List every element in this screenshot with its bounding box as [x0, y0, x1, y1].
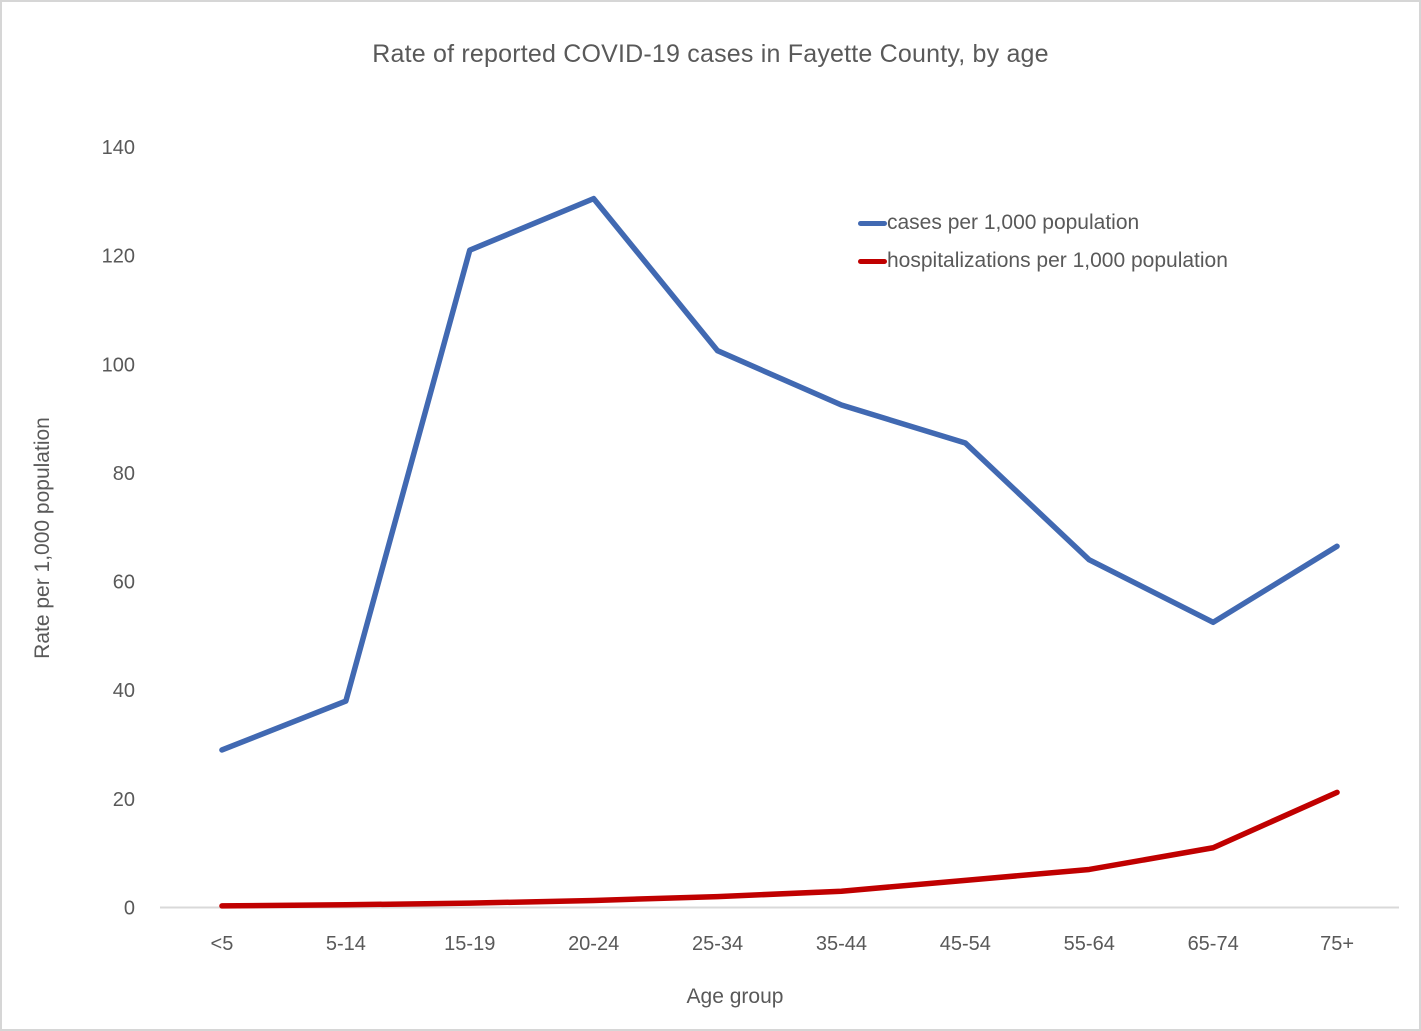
cases-line — [219, 195, 1340, 753]
legend-label-hospitalizations: hospitalizations per 1,000 population — [887, 249, 1228, 272]
y-tick-label: 0 — [124, 898, 135, 920]
legend-item-hospitalizations: hospitalizations per 1,000 population — [858, 247, 1228, 275]
y-tick-label: 120 — [102, 246, 135, 268]
x-category-label: 55-64 — [1064, 933, 1115, 955]
x-axis-title: Age group — [686, 985, 784, 1008]
x-category-label: 25-34 — [692, 933, 743, 955]
y-tick-label: 20 — [113, 789, 135, 811]
y-axis-title: Rate per 1,000 population — [31, 417, 54, 659]
x-category-label: 20-24 — [568, 933, 619, 955]
y-tick-label: 60 — [113, 572, 135, 594]
x-category-label: 65-74 — [1188, 933, 1239, 955]
y-tick-label: 80 — [113, 463, 135, 485]
legend-label-cases: cases per 1,000 population — [887, 211, 1140, 234]
chart-title: Rate of reported COVID-19 cases in Fayet… — [372, 40, 1049, 68]
x-category-label: 5-14 — [326, 933, 366, 955]
legend-item-cases: cases per 1,000 population — [858, 209, 1228, 237]
hospitalizations-line-marker — [858, 258, 887, 264]
x-category-label: 35-44 — [816, 933, 867, 955]
x-category-label: <5 — [211, 933, 234, 955]
y-tick-label: 40 — [113, 680, 135, 702]
y-tick-label: 100 — [102, 354, 135, 376]
legend: cases per 1,000 population hospitalizati… — [858, 209, 1228, 285]
y-tick-label: 140 — [102, 137, 135, 159]
x-category-label: 45-54 — [940, 933, 991, 955]
x-category-label: 75+ — [1320, 933, 1354, 955]
cases-line-marker — [858, 220, 887, 226]
hospitalizations-line — [219, 789, 1340, 909]
x-category-label: 15-19 — [444, 933, 495, 955]
